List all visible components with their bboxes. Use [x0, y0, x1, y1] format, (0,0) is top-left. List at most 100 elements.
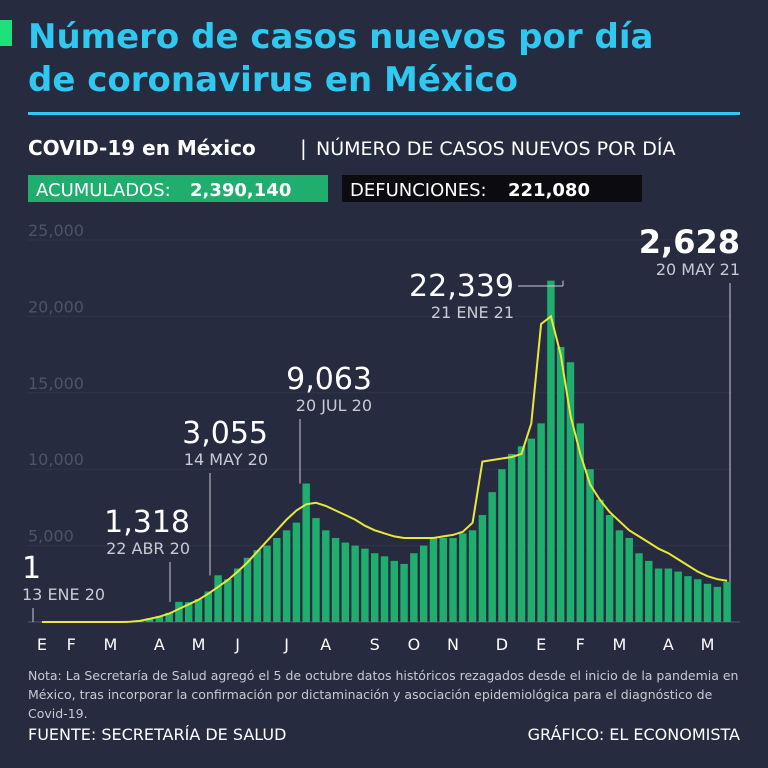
bar — [517, 446, 526, 622]
x-tick-label: M — [701, 635, 715, 654]
x-tick-label: M — [104, 635, 118, 654]
bar — [273, 537, 281, 622]
annotation-value: 1 — [22, 551, 41, 586]
x-tick-label: J — [234, 635, 240, 654]
bar — [645, 560, 653, 622]
title: Número de casos nuevos por día — [28, 17, 653, 57]
annotation-date: 20 JUL 20 — [296, 396, 372, 415]
y-tick-label: 15,000 — [28, 374, 84, 393]
badge — [342, 175, 642, 202]
bar — [292, 522, 301, 622]
rule — [28, 112, 740, 115]
annotation-value: 9,063 — [286, 362, 372, 397]
annotation-value: 1,318 — [104, 505, 190, 540]
annotation-value: 2,628 — [639, 223, 740, 261]
source: FUENTE: SECRETARÍA DE SALUD — [28, 725, 286, 744]
bar — [449, 537, 457, 622]
bar — [713, 586, 722, 622]
bar — [204, 591, 213, 622]
bar — [410, 553, 418, 622]
x-tick-label: F — [576, 635, 585, 654]
badge-value: 2,390,140 — [190, 180, 291, 201]
bar — [586, 469, 594, 622]
annotation-date: 14 MAY 20 — [184, 450, 268, 469]
x-tick-label: E — [37, 635, 47, 654]
bar — [439, 537, 447, 622]
bar — [419, 545, 428, 622]
note: Nota: La Secretaría de Salud agregó el 5… — [28, 668, 739, 721]
bar — [185, 602, 193, 622]
bar — [429, 537, 438, 622]
bar — [527, 438, 536, 622]
bar — [361, 548, 369, 622]
x-tick-label: A — [320, 635, 331, 654]
bar — [322, 530, 330, 622]
bar — [478, 515, 487, 622]
bar — [351, 545, 359, 622]
x-tick-label: O — [408, 635, 421, 654]
bar — [556, 346, 565, 622]
y-tick-label: 25,000 — [28, 221, 84, 240]
bar — [175, 601, 183, 622]
bar — [155, 615, 164, 622]
bar — [723, 581, 731, 622]
bar — [243, 557, 252, 622]
bar — [380, 556, 389, 622]
bar — [302, 483, 310, 622]
x-tick-label: N — [447, 635, 459, 654]
accent — [0, 20, 12, 46]
bar — [674, 571, 682, 622]
bar — [214, 575, 222, 622]
y-tick-label: 20,000 — [28, 297, 84, 316]
badge-label: ACUMULADOS: — [36, 180, 171, 201]
x-tick-label: A — [154, 635, 165, 654]
bar — [253, 550, 261, 622]
bar — [576, 423, 584, 622]
bar — [390, 560, 399, 622]
bar — [537, 423, 545, 622]
subtitle: COVID-19 en México — [28, 136, 256, 160]
badge-label: DEFUNCIONES: — [350, 180, 487, 201]
bar — [547, 280, 555, 622]
bar — [224, 579, 232, 622]
subtitle-sep: | — [300, 136, 307, 160]
bar — [615, 530, 624, 622]
bar — [694, 579, 702, 622]
x-tick-label: F — [67, 635, 76, 654]
annotation-date: 21 ENE 21 — [431, 303, 514, 322]
bar — [282, 530, 291, 622]
bar — [194, 599, 203, 622]
bar — [165, 612, 173, 622]
bar — [508, 453, 516, 622]
annotation-date: 22 ABR 20 — [106, 539, 190, 558]
bar — [341, 542, 350, 622]
y-tick-label: 10,000 — [28, 450, 84, 469]
bar — [654, 568, 663, 622]
bar — [488, 492, 496, 622]
bar — [145, 618, 154, 622]
annotation-value: 3,055 — [182, 416, 268, 451]
bar — [400, 563, 408, 622]
bar — [370, 553, 379, 622]
bar — [312, 518, 320, 622]
x-tick-label: M — [613, 635, 627, 654]
bar — [684, 576, 692, 622]
bar — [703, 583, 712, 622]
credit: GRÁFICO: EL ECONOMISTA — [528, 725, 740, 744]
x-tick-label: D — [496, 635, 508, 654]
x-tick-label: S — [370, 635, 380, 654]
subtitle: NÚMERO DE CASOS NUEVOS POR DÍA — [316, 136, 676, 160]
bar — [625, 537, 633, 622]
bar — [233, 568, 242, 622]
x-tick-label: J — [283, 635, 289, 654]
bar — [459, 533, 467, 622]
x-tick-label: M — [192, 635, 206, 654]
title: de coronavirus en México — [28, 60, 518, 100]
bar — [263, 545, 271, 622]
badge-value: 221,080 — [508, 180, 590, 201]
badge — [28, 175, 328, 202]
x-tick-label: A — [663, 635, 674, 654]
y-tick-label: 5,000 — [28, 527, 74, 546]
